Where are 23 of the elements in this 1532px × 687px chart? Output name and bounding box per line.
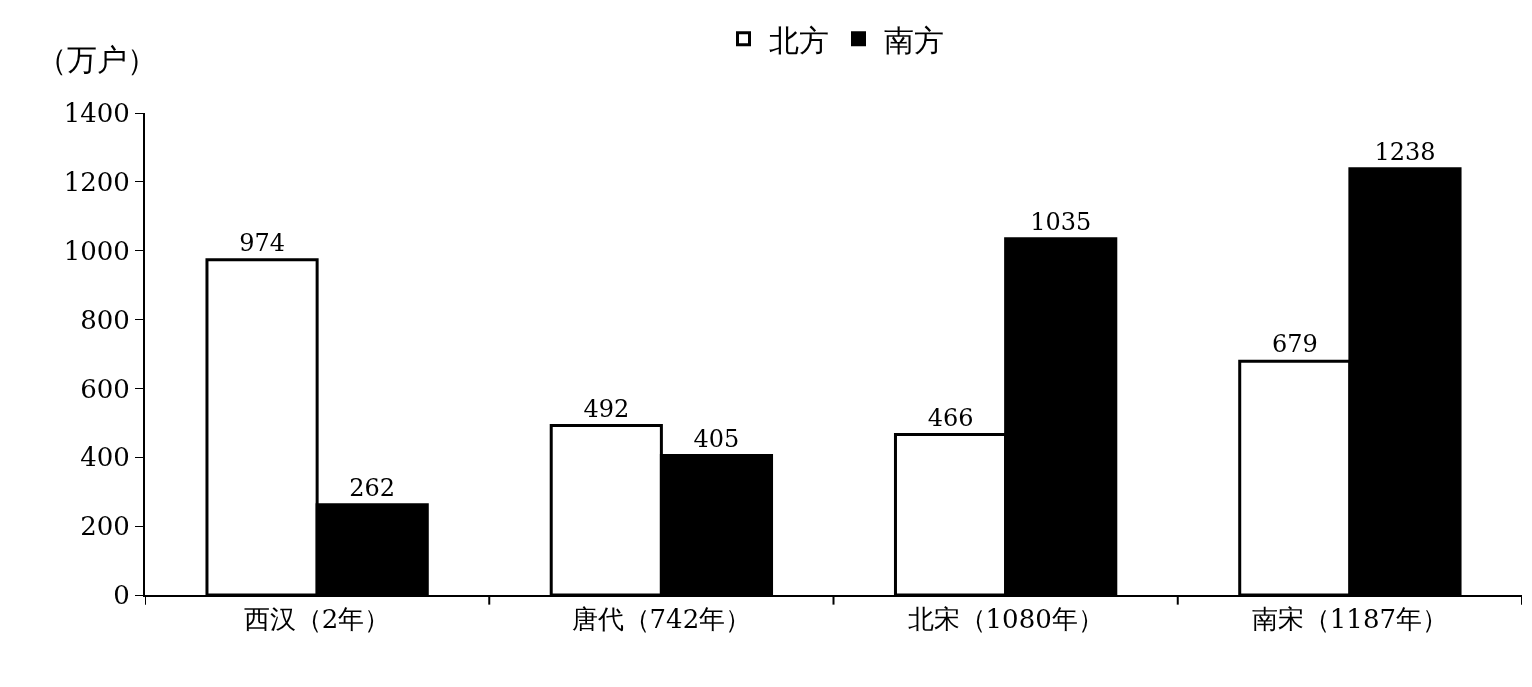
x-tick-label: 北宋（1080年）	[907, 604, 1104, 635]
data-label: 974	[239, 228, 285, 257]
x-tick-label: 唐代（742年）	[571, 604, 752, 635]
data-label: 1035	[1030, 207, 1092, 236]
data-label: 679	[1271, 330, 1318, 359]
data-label: 1238	[1374, 137, 1436, 166]
data-label: 262	[349, 473, 396, 502]
y-tick-label: 200	[80, 511, 130, 542]
data-label: 466	[927, 403, 974, 432]
data-label: 405	[693, 424, 740, 453]
data-label: 492	[583, 394, 630, 423]
y-tick-label: 1200	[63, 166, 130, 197]
y-axis-title: （万户）	[37, 42, 157, 77]
x-tick-label: 西汉（2年）	[243, 604, 391, 635]
y-tick-label: 800	[80, 304, 130, 335]
y-tick-label: 600	[80, 373, 130, 404]
y-tick-label: 0	[113, 580, 130, 611]
legend-label: 北方	[768, 22, 829, 58]
y-tick-label: 1000	[63, 235, 130, 266]
x-tick-label: 南宋（1187年）	[1251, 604, 1448, 635]
y-tick-label: 400	[80, 442, 130, 473]
legend-label: 南方	[883, 22, 944, 58]
y-tick-label: 1400	[63, 98, 130, 129]
